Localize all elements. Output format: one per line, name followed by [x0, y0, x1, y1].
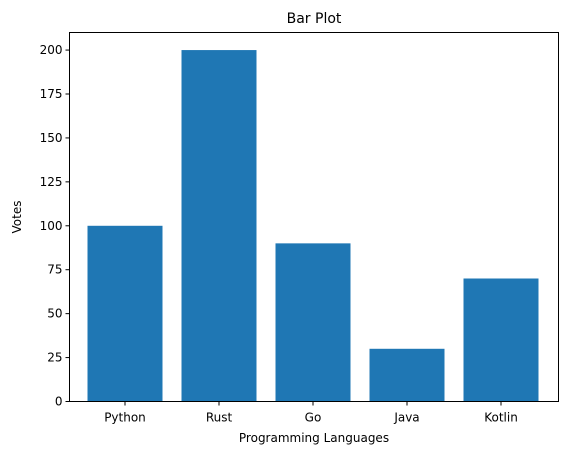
bar-java: [369, 348, 445, 402]
x-tick-label: Go: [305, 411, 322, 425]
plot-frame: [69, 32, 559, 402]
y-tick-label: 100: [40, 219, 63, 233]
x-tick-label: Kotlin: [484, 411, 518, 425]
y-tick-label: 150: [40, 131, 63, 145]
bar-go: [275, 243, 351, 402]
y-tick-label: 125: [40, 175, 63, 189]
y-tick-label: 0: [55, 395, 63, 409]
chart-title: Bar Plot: [287, 11, 342, 27]
x-axis: Python Rust Go Java Kotlin: [104, 401, 518, 425]
y-tick-label: 50: [47, 307, 62, 321]
x-axis-title: Programming Languages: [239, 431, 389, 445]
y-tick-label: 200: [40, 43, 63, 57]
y-tick-label: 75: [47, 263, 62, 277]
bar-rust: [181, 50, 257, 402]
y-axis: 0 25 50 75 100 125 150 175 200: [40, 43, 70, 409]
bar-kotlin: [463, 278, 539, 402]
bar-python: [87, 225, 163, 402]
x-tick-label: Rust: [206, 411, 233, 425]
y-tick-label: 175: [40, 87, 63, 101]
bars-layer: [87, 50, 539, 402]
x-tick-label: Python: [104, 411, 146, 425]
y-axis-title: Votes: [10, 201, 24, 234]
x-tick-label: Java: [393, 411, 419, 425]
y-tick-label: 25: [47, 351, 62, 365]
